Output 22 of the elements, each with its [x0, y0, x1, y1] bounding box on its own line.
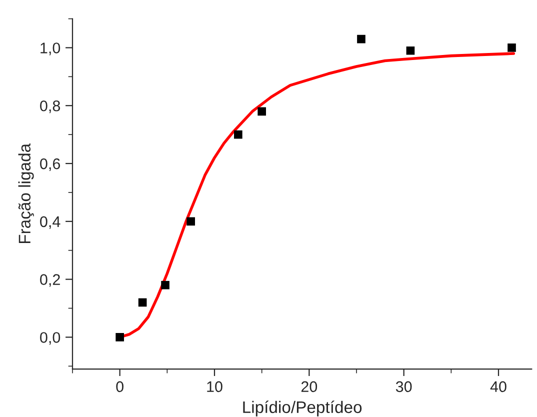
- x-tick-label: 30: [396, 381, 412, 392]
- x-tick-label: 20: [301, 381, 318, 392]
- y-tick-label: 0,0: [40, 332, 60, 345]
- x-tick-label: 40: [490, 381, 506, 392]
- point: [357, 34, 366, 44]
- y-tick-label: 0,2: [40, 274, 60, 287]
- y-axis-title: Fração ligada: [18, 143, 34, 244]
- y-tick-label: 0,4: [40, 216, 60, 229]
- point: [138, 298, 147, 307]
- x-tick-label: 0: [116, 381, 124, 392]
- point: [406, 46, 415, 55]
- y-tick-label: 1,0: [40, 42, 60, 56]
- y-tick-label: 0,6: [40, 158, 60, 171]
- point: [258, 107, 266, 116]
- point: [234, 130, 242, 139]
- point: [508, 44, 516, 52]
- point: [161, 280, 170, 290]
- point: [116, 333, 124, 342]
- y-tick-label: 0,8: [40, 100, 60, 114]
- x-tick-label: 10: [207, 381, 222, 392]
- point: [186, 217, 195, 226]
- x-axis-title: Lipídio/Peptídeo: [243, 400, 362, 416]
